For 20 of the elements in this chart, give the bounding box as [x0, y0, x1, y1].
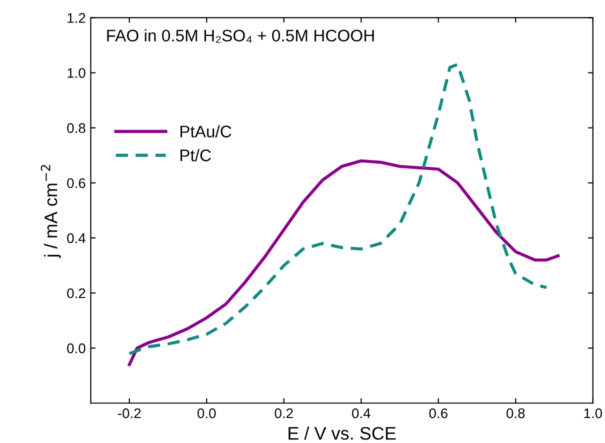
y-tick-label: 1.2 [68, 13, 86, 23]
y-tick-label: 0.0 [67, 343, 86, 354]
x-tick-label: 0.8 [506, 408, 525, 418]
y-tick-label: 0.2 [67, 288, 86, 298]
x-tick-label: 0.2 [274, 408, 293, 418]
x-tick-label: 1.0 [584, 408, 602, 418]
y-tick-label: 0.4 [67, 233, 86, 244]
x-tick-label: 0.0 [198, 408, 216, 418]
y-tick-label: 1.0 [68, 68, 86, 78]
x-tick-label: 0.4 [352, 408, 370, 418]
line-series [128, 62, 548, 356]
y-tick-label: 0.6 [67, 178, 86, 188]
x-tick-label: 0.6 [429, 408, 448, 418]
x-axis-title: E / V vs. SCE [288, 426, 396, 440]
y-axis-title: j / mA cm$^{−2}$ [40, 164, 61, 258]
legend-label: Pt/C [180, 149, 211, 162]
x-tick-label: -0.2 [118, 408, 141, 418]
annotation: FAO in 0.5M H₂SO₄ + 0.5M HCOOH [107, 29, 374, 43]
y-tick-label: 0.8 [67, 123, 86, 134]
legend-label: PtAu/C [180, 125, 232, 138]
